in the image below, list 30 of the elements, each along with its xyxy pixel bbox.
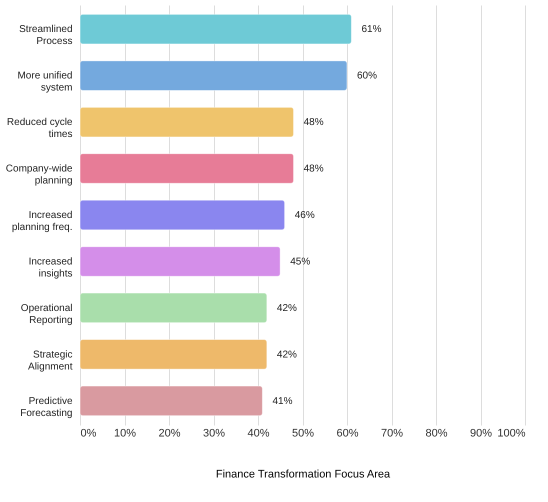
x-tick-label: 20% bbox=[158, 428, 181, 440]
data-label: 60% bbox=[357, 70, 378, 82]
x-tick-label: 40% bbox=[247, 428, 270, 440]
x-tick-label: 10% bbox=[114, 428, 136, 440]
data-label: 41% bbox=[272, 396, 293, 407]
x-tick-label: 80% bbox=[425, 428, 448, 440]
y-tick-label: Operational Reporting bbox=[20, 302, 72, 326]
data-label: 42% bbox=[276, 349, 298, 360]
x-tick-label: 90% bbox=[470, 428, 492, 440]
y-tick-label: Increased planning freq. bbox=[12, 210, 72, 233]
x-tick-label: 60% bbox=[336, 428, 359, 440]
data-label: 48% bbox=[304, 164, 324, 175]
data-label: 48% bbox=[304, 117, 324, 128]
y-tick-label: Reduced cycle times bbox=[6, 117, 73, 140]
data-label: 45% bbox=[290, 256, 310, 268]
y-tick-label: Strategic Alignment bbox=[28, 349, 73, 372]
y-tick-label: More unified system bbox=[17, 70, 72, 94]
data-label: 46% bbox=[294, 210, 315, 221]
y-tick-label: Streamlined Process bbox=[19, 24, 72, 48]
data-label: 42% bbox=[276, 302, 298, 314]
x-tick-label: 50% bbox=[292, 428, 314, 440]
x-axis-title: Finance Transformation Focus Area bbox=[216, 468, 392, 480]
y-tick-label: Company-wide planning bbox=[6, 164, 73, 187]
x-tick-label: 0% bbox=[80, 428, 97, 440]
x-tick-label: 70% bbox=[380, 428, 404, 440]
x-tick-label: 30% bbox=[202, 428, 226, 440]
y-tick-label: Predictive Forecasting bbox=[20, 396, 73, 419]
y-tick-label: Increased insights bbox=[28, 256, 72, 280]
x-tick-label: 100% bbox=[497, 428, 526, 440]
data-label: 61% bbox=[361, 24, 382, 36]
